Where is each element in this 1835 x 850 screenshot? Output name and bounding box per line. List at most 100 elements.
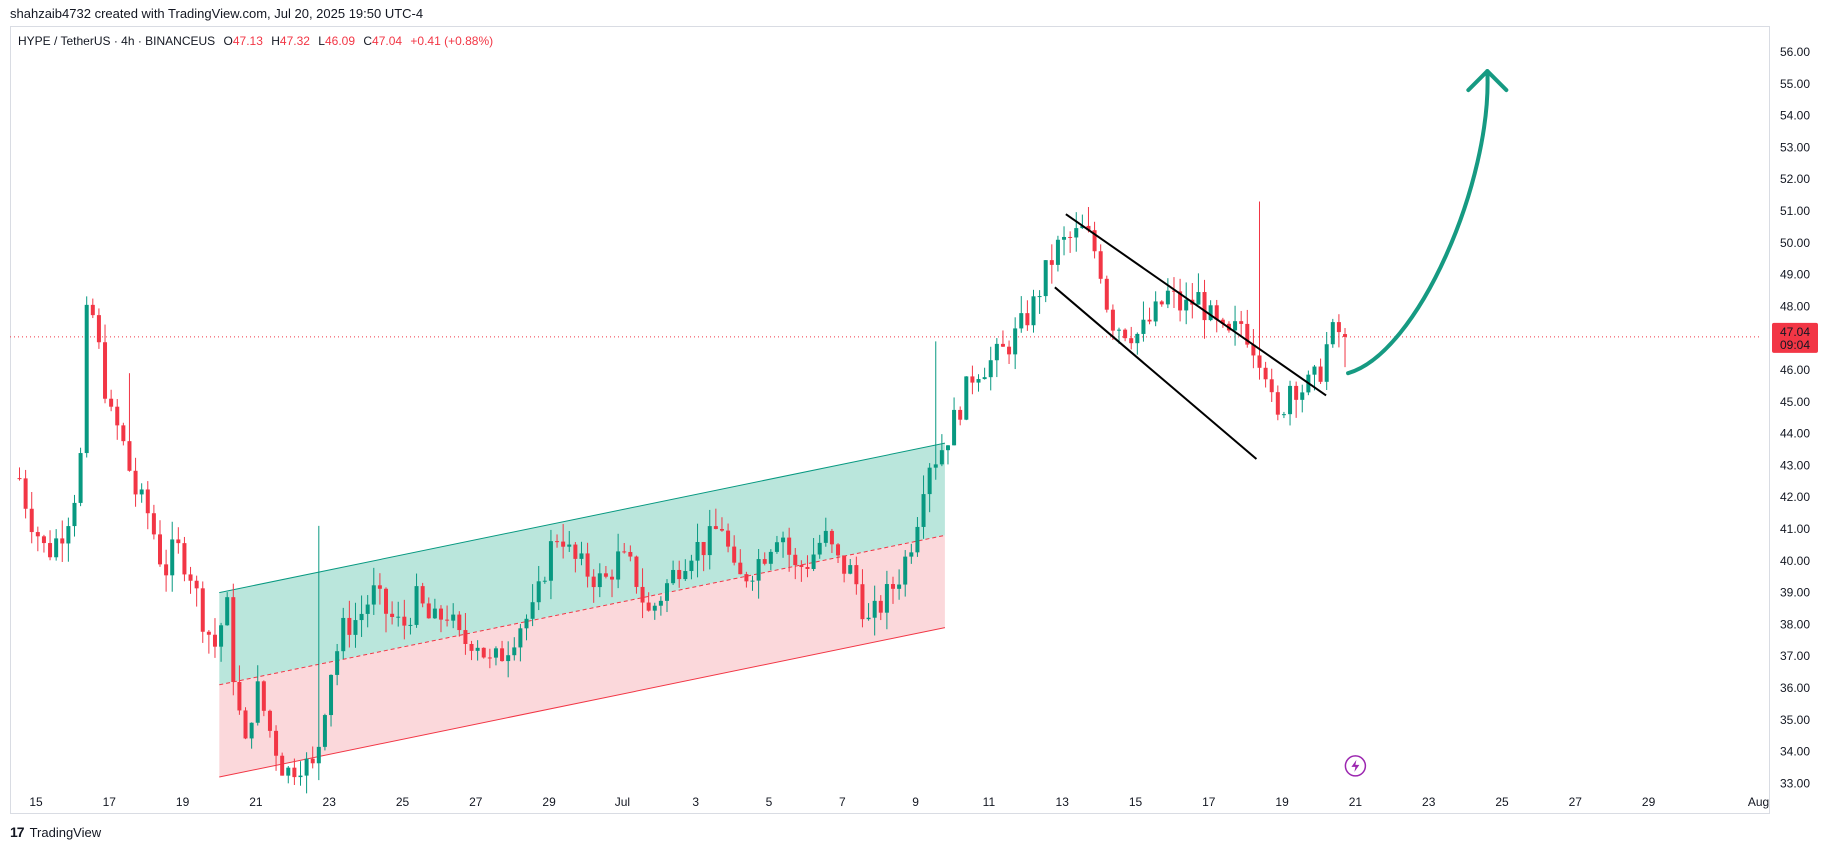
y-tick-label: 34.00 (1780, 745, 1810, 759)
candle-body (585, 553, 590, 577)
candle-body (713, 526, 718, 529)
candle-body (41, 536, 46, 544)
candle-body (884, 584, 889, 613)
channel-mid-line (219, 534, 946, 686)
candle-body (603, 573, 608, 577)
candle-body (1196, 292, 1201, 305)
y-tick-label: 46.00 (1780, 363, 1810, 377)
candle-body (1233, 321, 1238, 331)
channel-top-line (219, 442, 946, 594)
candle-body (1055, 239, 1060, 265)
candle-body (1031, 296, 1036, 326)
x-tick-label: 5 (766, 795, 773, 809)
candle-body (1257, 355, 1262, 368)
y-tick-label: 42.00 (1780, 490, 1810, 504)
y-tick-label: 55.00 (1780, 77, 1810, 91)
candle-body (145, 489, 150, 514)
candle-body (35, 532, 40, 537)
candle-body (542, 580, 547, 582)
candle-body (579, 553, 584, 559)
candle-body (927, 467, 932, 495)
y-tick-label: 33.00 (1780, 776, 1810, 790)
candle-body (322, 715, 327, 747)
x-tick-label: 27 (1569, 795, 1583, 809)
candle-body (530, 602, 535, 619)
candle-body (652, 605, 657, 611)
candle-body (170, 539, 175, 576)
y-tick-label: 50.00 (1780, 236, 1810, 250)
target-arrowhead-icon (1466, 69, 1509, 93)
candle-body (1184, 299, 1189, 311)
candle-body (701, 542, 706, 556)
candle-body (909, 552, 914, 557)
tradingview-logo-icon: 17 (10, 824, 25, 840)
candle-body (1000, 343, 1005, 347)
candle-body (982, 377, 987, 380)
candle-body (1208, 305, 1213, 321)
candle-body (432, 608, 437, 619)
candle-body (1062, 236, 1067, 240)
channel-lower-zone (219, 535, 945, 777)
candle-body (1068, 236, 1073, 238)
candle-body (658, 600, 663, 606)
candle-body (212, 634, 217, 647)
candle-body (683, 571, 688, 580)
x-tick-label: 23 (323, 795, 337, 809)
x-tick-label: 21 (249, 795, 263, 809)
candle-body (1025, 313, 1030, 326)
candle-body (1214, 305, 1219, 320)
candle-body (396, 616, 401, 618)
price-tag-countdown: 09:04 (1780, 338, 1810, 352)
candle-body (1281, 414, 1286, 416)
candle-body (970, 376, 975, 383)
candle-body (487, 657, 492, 659)
tradingview-footer[interactable]: 17 TradingView (10, 824, 101, 840)
candle-body (836, 544, 841, 556)
channel-bottom-line (219, 627, 946, 778)
candle-body (573, 544, 578, 559)
y-tick-label: 39.00 (1780, 586, 1810, 600)
candle-body (921, 494, 926, 527)
candle-body (597, 573, 602, 588)
candle-body (548, 541, 553, 581)
x-tick-label: 19 (176, 795, 190, 809)
high-value: 47.32 (279, 34, 310, 48)
candle-body (890, 584, 895, 589)
candle-body (1147, 319, 1152, 322)
candle-body (854, 565, 859, 585)
candle-body (1324, 344, 1329, 382)
descending-channel-upper (1065, 213, 1327, 397)
candle-body (261, 681, 266, 711)
candle-body (719, 528, 724, 531)
candle-body (738, 562, 743, 575)
candle-body (121, 425, 126, 442)
candle-body (1312, 366, 1317, 375)
candle-body (420, 586, 425, 604)
candle-body (78, 453, 83, 503)
candle-body (1043, 260, 1048, 297)
x-tick-label: 29 (1642, 795, 1656, 809)
candle-body (591, 576, 596, 588)
x-tick-label: 25 (1495, 795, 1509, 809)
candle-body (878, 600, 883, 613)
candle-body (475, 647, 480, 651)
candle-body (500, 648, 505, 662)
lightning-bolt-icon (1351, 759, 1360, 772)
candle-body (750, 580, 755, 582)
candle-body (206, 631, 211, 635)
x-tick-label: 7 (839, 795, 846, 809)
candle-body (1007, 346, 1012, 355)
candle-body (347, 617, 352, 635)
y-tick-label: 38.00 (1780, 617, 1810, 631)
candle-body (628, 551, 633, 557)
y-tick-label: 44.00 (1780, 427, 1810, 441)
candle-body (200, 588, 205, 632)
candle-body (1013, 328, 1018, 355)
close-label: C (363, 34, 373, 48)
candle-body (457, 614, 462, 631)
candle-body (151, 513, 156, 535)
candle-body (1336, 322, 1341, 333)
candle-body (756, 559, 761, 581)
candle-body (1263, 367, 1268, 380)
